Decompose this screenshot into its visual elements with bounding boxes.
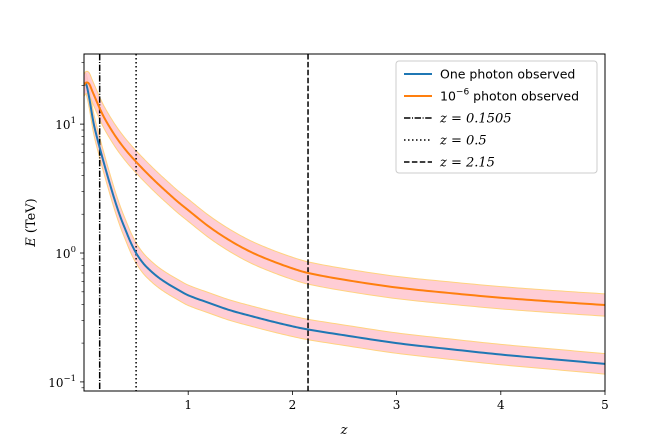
y-tick-label: 100 xyxy=(55,245,76,261)
band-series-2 xyxy=(84,71,605,317)
x-tick-label: 1 xyxy=(184,398,192,412)
series-line-2 xyxy=(84,81,605,307)
x-tick-label: 4 xyxy=(497,398,505,412)
band-series-1 xyxy=(84,73,605,375)
legend-label-dotted: z = 0.5 xyxy=(439,134,487,149)
x-axis-label: z xyxy=(340,423,348,438)
legend: One photon observed 10−6 photon observed z… xyxy=(395,60,598,174)
legend-label-series-1: One photon observed xyxy=(440,67,575,82)
series-line-1 xyxy=(84,82,605,365)
legend-label-dashdot: z = 0.1505 xyxy=(439,112,512,127)
x-tick-label: 2 xyxy=(289,398,297,412)
uncertainty-bands xyxy=(84,70,605,375)
band-upper-edge-2 xyxy=(84,70,605,295)
legend-label-series-2: 10−6 photon observed xyxy=(440,88,579,104)
legend-box xyxy=(395,60,598,174)
legend-label-dashed: z = 2.15 xyxy=(439,156,495,171)
ticks: 1 2 3 4 5 10−1 100 101 xyxy=(48,62,609,412)
band-lower-edge-2 xyxy=(84,93,605,317)
plot-frame xyxy=(83,53,606,392)
y-tick-label: 10−1 xyxy=(48,374,76,390)
x-tick-label: 5 xyxy=(601,398,609,412)
x-tick-label: 3 xyxy=(393,398,401,412)
axes xyxy=(83,53,606,392)
y-tick-label: 101 xyxy=(55,116,76,132)
series-lines xyxy=(84,81,605,365)
axis-labels: z E (TeV) xyxy=(24,198,348,438)
y-axis-label: E (TeV) xyxy=(24,198,39,248)
